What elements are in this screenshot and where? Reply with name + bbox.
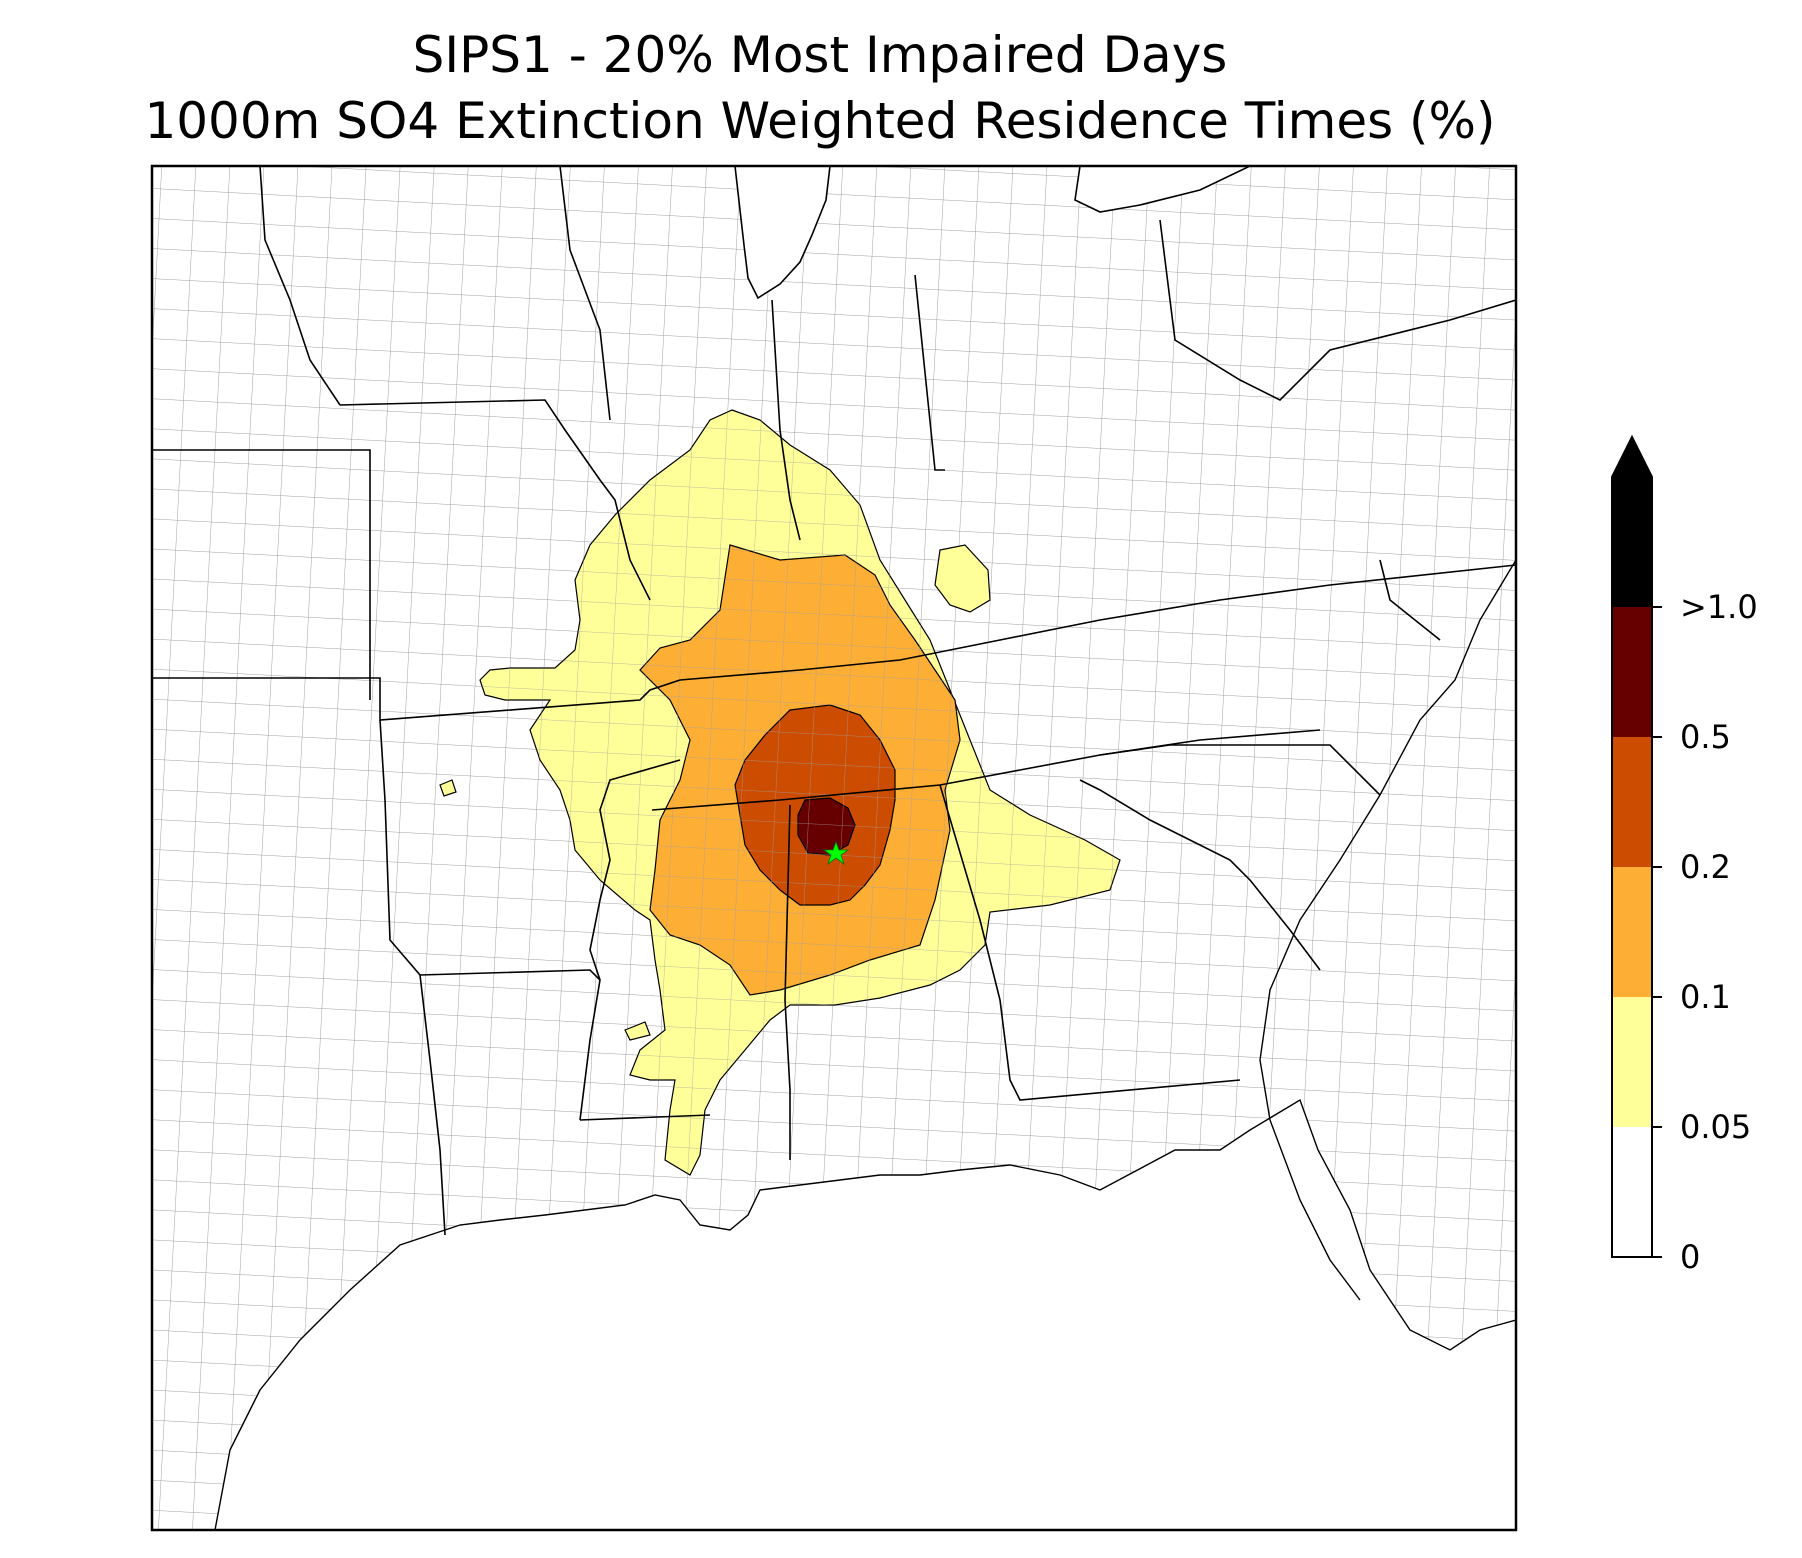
colorbar-band-0.1-0.2: [1612, 867, 1652, 997]
colorbar-band-0.5-1.0: [1612, 607, 1652, 737]
colorbar-band-0.05-0.1: [1612, 997, 1652, 1127]
gulf-coastline: [214, 1098, 1516, 1530]
colorbar: [1611, 434, 1662, 1258]
map-frame: [150, 164, 1518, 1532]
contour-0.05-patch-ms: [624, 1021, 651, 1041]
colorbar-band-0-0.05: [1612, 1127, 1652, 1257]
colorbar-label: 0.2: [1680, 848, 1731, 886]
lake-erie: [1074, 166, 1251, 213]
county-overlay: [480, 410, 1120, 1175]
contour-0.05-patch-ar: [439, 779, 457, 797]
lake-michigan: [734, 166, 831, 300]
atlantic-coastline: [1259, 559, 1516, 1301]
map-area: [152, 166, 1516, 1530]
source-marker-star-icon: [822, 840, 850, 866]
chart-title-line2: 1000m SO4 Extinction Weighted Residence …: [144, 92, 1496, 150]
colorbar-outline: [1611, 434, 1653, 1258]
colorbar-label: 0.1: [1680, 978, 1731, 1016]
colorbar-label: 0: [1680, 1238, 1701, 1276]
colorbar-band-0.2-0.5: [1612, 737, 1652, 867]
contour-0.05-patch-ky: [934, 544, 991, 613]
colorbar-label: >1.0: [1680, 588, 1758, 626]
colorbar-label: 0.05: [1680, 1108, 1752, 1146]
state-boundaries: [152, 166, 1516, 1236]
colorbar-band-max-extend: [1612, 437, 1652, 607]
colorbar-label: 0.5: [1680, 718, 1731, 756]
chart-title-line1: SIPS1 - 20% Most Impaired Days: [412, 26, 1228, 84]
